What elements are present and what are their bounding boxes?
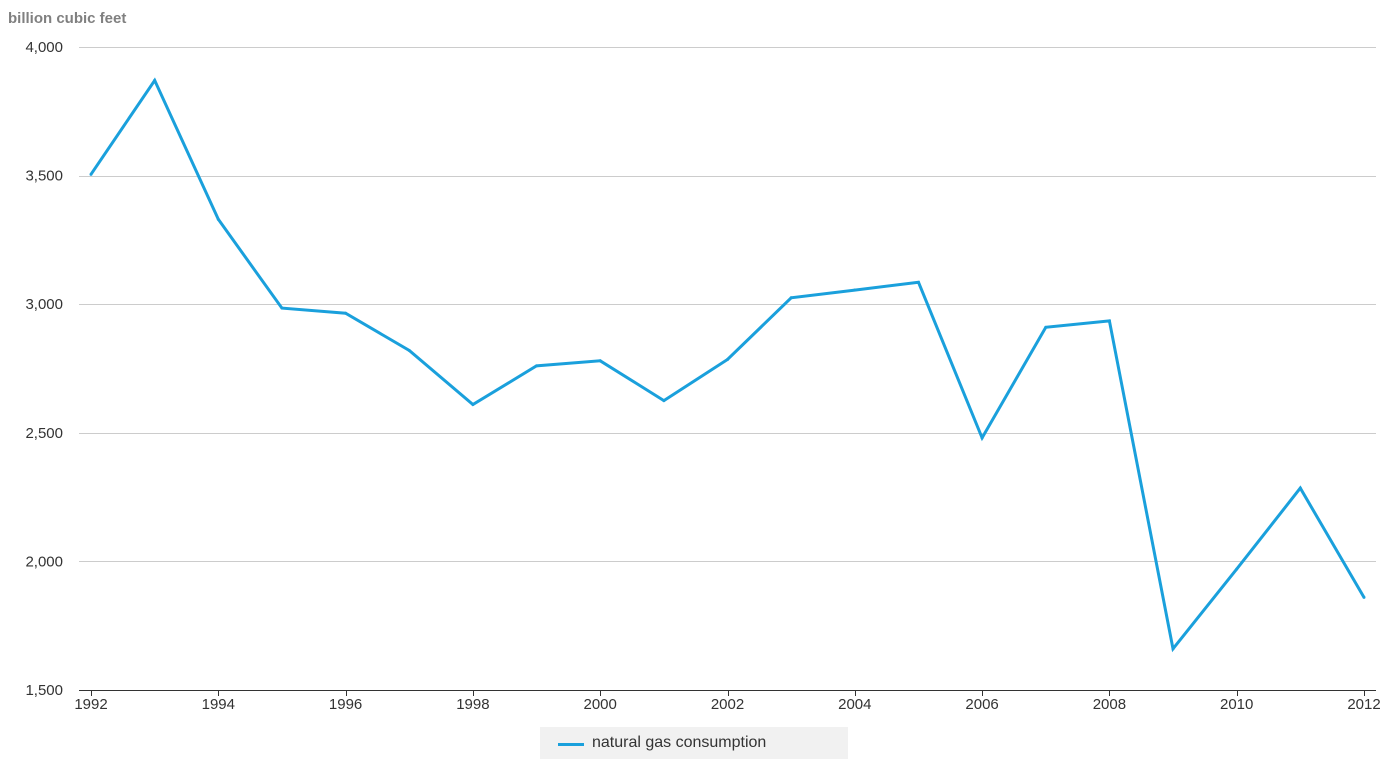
data-point	[216, 217, 220, 221]
data-point	[1298, 486, 1302, 490]
x-tick-label: 2002	[711, 696, 744, 713]
series-group	[89, 77, 1366, 653]
data-point	[280, 306, 284, 310]
legend-swatch	[558, 743, 584, 746]
x-tick-label: 2008	[1093, 696, 1126, 713]
x-tick-label: 2012	[1347, 696, 1380, 713]
y-tick-label: 2,000	[25, 553, 63, 570]
x-tick-label: 1994	[202, 696, 235, 713]
data-point	[598, 359, 602, 363]
x-axis: 1992 1994 1996 1998 2000 2002 2004 2006 2008 2010…	[74, 690, 1381, 713]
data-point	[89, 172, 93, 176]
x-tick-label: 2006	[965, 696, 998, 713]
y-tick-label: 4,000	[25, 39, 63, 56]
data-point	[916, 280, 920, 284]
data-point	[1044, 325, 1048, 329]
data-point	[853, 288, 857, 292]
data-point	[407, 348, 411, 352]
y-tick-label: 3,500	[25, 168, 63, 185]
data-point	[344, 311, 348, 315]
legend-label: natural gas consumption	[592, 734, 767, 751]
series-line	[89, 77, 1366, 653]
x-tick-label: 2000	[584, 696, 617, 713]
y-axis-label: billion cubic feet	[8, 10, 126, 27]
y-tick-label: 1,500	[25, 682, 63, 699]
x-tick-label: 1998	[456, 696, 489, 713]
legend: natural gas consumption	[540, 727, 848, 759]
grid-lines	[79, 47, 1376, 562]
data-point	[535, 364, 539, 368]
data-point	[471, 403, 475, 407]
y-axis-ticks: 1,500 2,000 2,500 3,000 3,500 4,000	[25, 39, 63, 699]
y-tick-label: 3,000	[25, 296, 63, 313]
data-point	[980, 436, 984, 440]
data-point	[1107, 319, 1111, 323]
x-tick-label: 1996	[329, 696, 362, 713]
data-point	[1362, 595, 1366, 599]
x-tick-label: 2010	[1220, 696, 1253, 713]
data-point	[789, 296, 793, 300]
y-tick-label: 2,500	[25, 425, 63, 442]
x-tick-label: 2004	[838, 696, 871, 713]
data-point	[662, 399, 666, 403]
data-point	[153, 78, 157, 82]
x-tick-label: 1992	[74, 696, 107, 713]
data-point	[1235, 567, 1239, 571]
data-point	[726, 357, 729, 361]
data-point	[1171, 647, 1175, 651]
